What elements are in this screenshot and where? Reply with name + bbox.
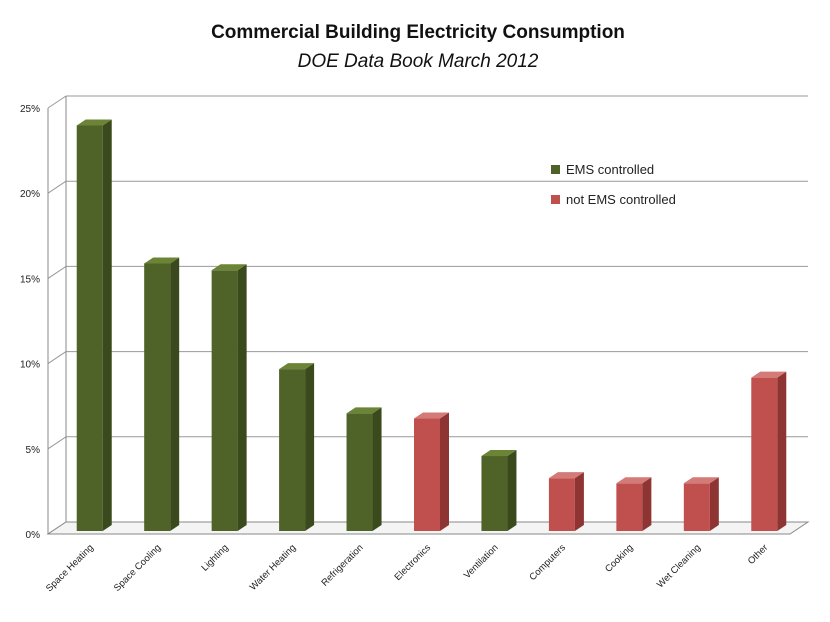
category-label: Space Cooling bbox=[112, 542, 163, 593]
bar-top bbox=[211, 264, 247, 271]
bar-cooking bbox=[616, 477, 652, 531]
bar-other bbox=[751, 371, 787, 531]
legend-swatch-not-ems bbox=[551, 195, 560, 204]
gridline-depth bbox=[47, 265, 67, 279]
category-label: Computers bbox=[527, 542, 568, 583]
y-tick-label: 0% bbox=[26, 530, 41, 541]
bar-top bbox=[616, 477, 652, 484]
bar-front bbox=[144, 263, 171, 531]
category-label: Electronics bbox=[392, 542, 433, 583]
bar-side bbox=[777, 371, 787, 531]
gridline-depth bbox=[47, 436, 67, 450]
bar-side bbox=[102, 119, 112, 531]
bar-top bbox=[751, 371, 787, 378]
bar-side bbox=[642, 477, 652, 531]
bar-water-heating bbox=[279, 363, 315, 531]
bar-ventilation bbox=[481, 450, 517, 531]
bar-space-cooling bbox=[144, 257, 180, 531]
bar-top bbox=[76, 119, 112, 126]
category-label: Other bbox=[746, 542, 771, 567]
bar-lighting bbox=[211, 264, 247, 531]
legend-label-ems: EMS controlled bbox=[566, 162, 654, 177]
category-label: Refrigeration bbox=[319, 542, 365, 588]
category-label: Water Heating bbox=[248, 542, 298, 592]
y-tick-label: 15% bbox=[20, 274, 40, 285]
bars bbox=[76, 119, 787, 531]
category-label: Cooking bbox=[603, 542, 635, 574]
category-label: Wet Cleaning bbox=[655, 542, 703, 590]
y-tick-label: 20% bbox=[20, 189, 40, 200]
y-tick-labels: 0% 5% 10% 15% 20% 25% bbox=[20, 104, 40, 541]
bar-front bbox=[346, 413, 373, 531]
bar-front bbox=[279, 369, 306, 531]
bar-side bbox=[507, 450, 517, 531]
gridline-depth bbox=[47, 351, 67, 365]
bar-side bbox=[440, 412, 449, 531]
bar-front bbox=[211, 270, 238, 531]
bar-electronics bbox=[414, 412, 449, 531]
gridline-depth bbox=[47, 180, 67, 194]
bar-front bbox=[76, 125, 103, 531]
bar-front bbox=[683, 483, 710, 531]
bar-side bbox=[305, 363, 315, 531]
bar-front bbox=[481, 456, 508, 531]
bar-front bbox=[751, 377, 778, 531]
chart-subtitle: DOE Data Book March 2012 bbox=[298, 51, 539, 72]
y-tick-label: 10% bbox=[20, 360, 40, 371]
bar-side bbox=[170, 257, 180, 531]
bar-top bbox=[414, 412, 449, 419]
bar-computers bbox=[548, 472, 584, 531]
bar-space-heating bbox=[76, 119, 112, 531]
category-label: Space Heating bbox=[44, 542, 96, 594]
bar-front bbox=[414, 418, 440, 531]
bar-top bbox=[548, 472, 584, 479]
legend: EMS controlled not EMS controlled bbox=[551, 162, 676, 207]
bar-side bbox=[372, 407, 382, 531]
chart-title: Commercial Building Electricity Consumpt… bbox=[211, 22, 625, 43]
bar-front bbox=[548, 478, 575, 531]
bar-top bbox=[279, 363, 315, 370]
y-tick-label: 5% bbox=[26, 445, 41, 456]
bar-side bbox=[574, 472, 584, 531]
legend-swatch-ems bbox=[551, 165, 560, 174]
bar-top bbox=[481, 450, 517, 457]
bar-side bbox=[237, 264, 247, 531]
bar-wet-cleaning bbox=[683, 477, 719, 531]
bar-top bbox=[144, 257, 180, 264]
bar-side bbox=[709, 477, 719, 531]
gridline-depth bbox=[47, 95, 67, 109]
bar-front bbox=[616, 483, 643, 531]
category-label: Ventilation bbox=[462, 542, 501, 581]
bar-refrigeration bbox=[346, 407, 382, 531]
category-label: Lighting bbox=[199, 542, 230, 573]
bar-top bbox=[346, 407, 382, 414]
gridlines bbox=[47, 95, 808, 535]
category-labels: Space Heating Space Cooling Lighting Water … bbox=[44, 542, 770, 594]
legend-label-not-ems: not EMS controlled bbox=[566, 192, 676, 207]
y-tick-label: 25% bbox=[20, 104, 40, 115]
bar-top bbox=[683, 477, 719, 484]
